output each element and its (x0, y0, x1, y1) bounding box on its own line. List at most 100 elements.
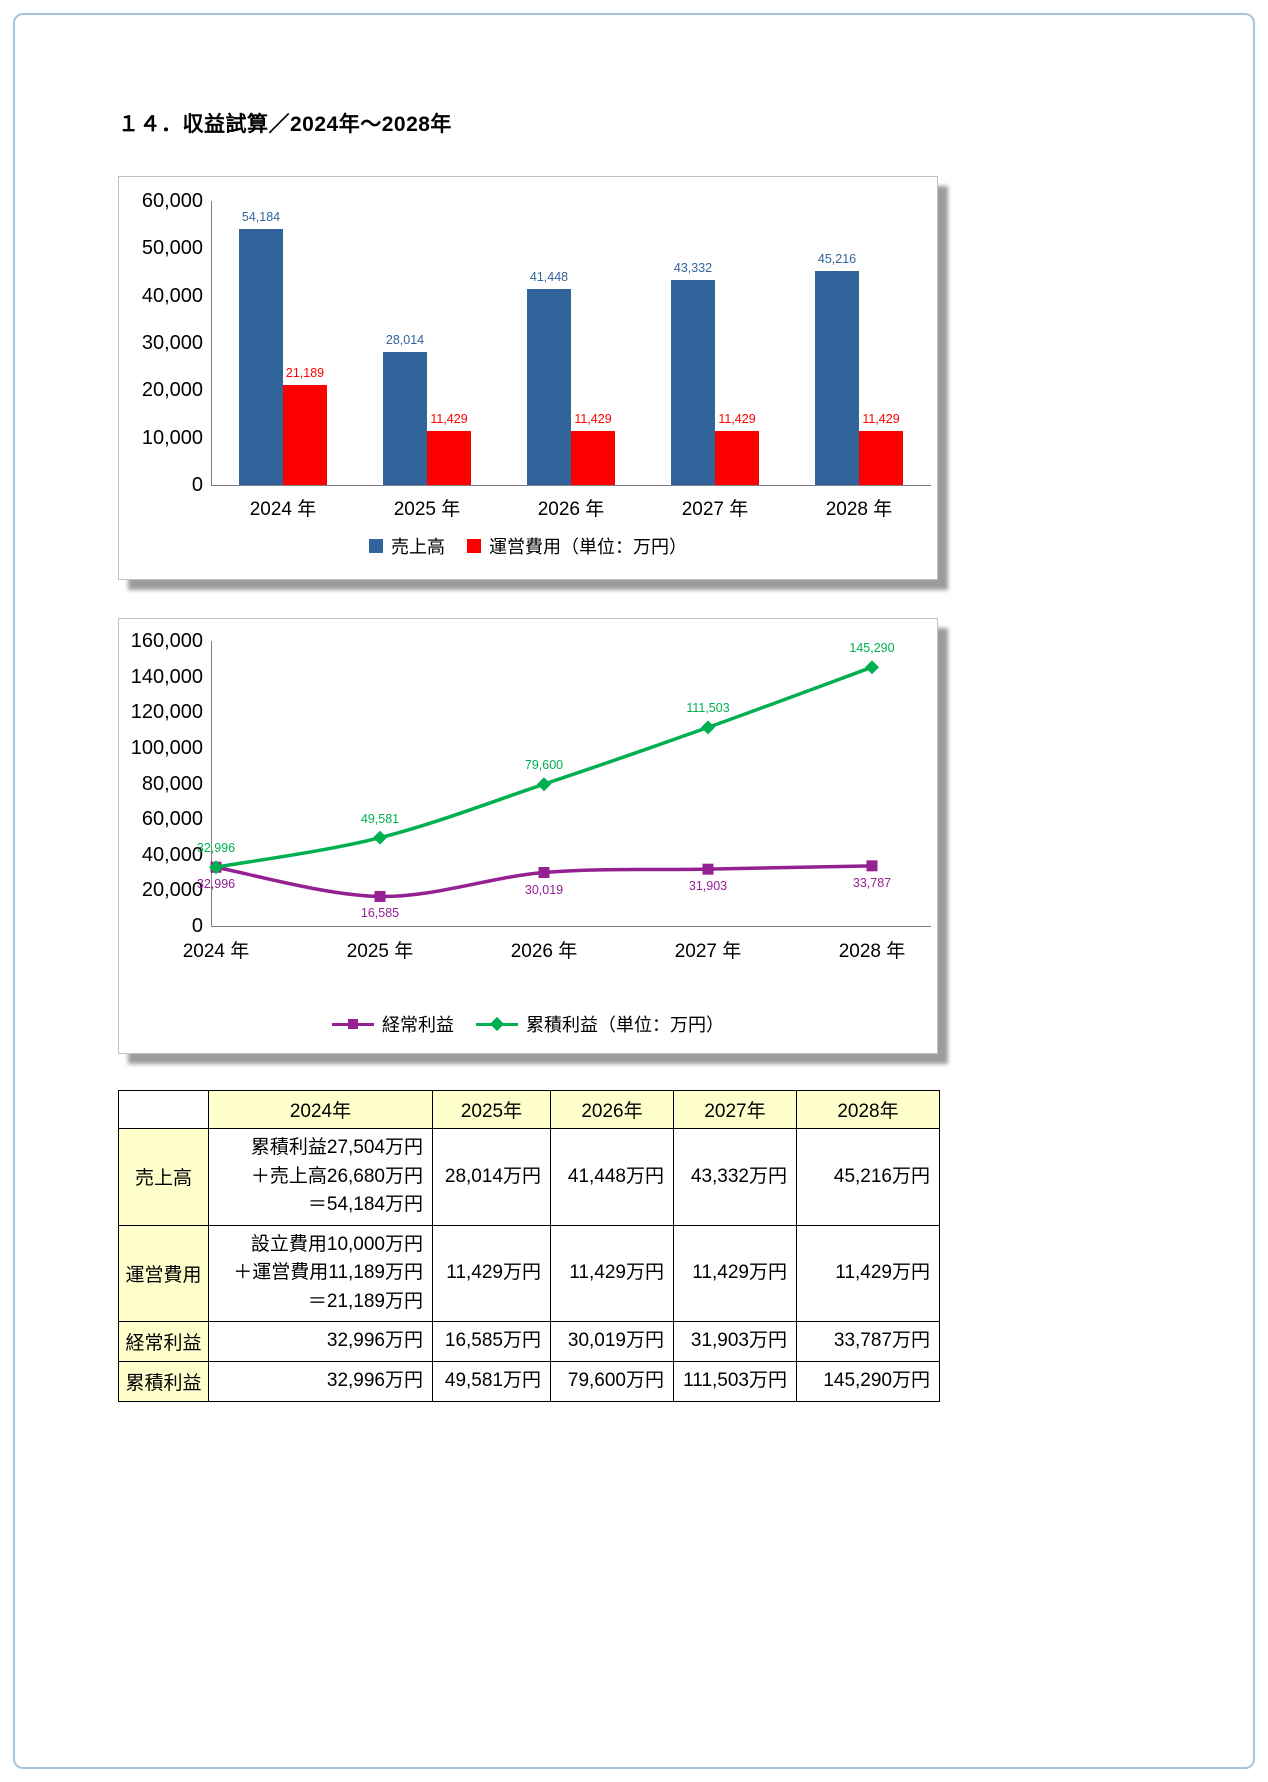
table-cell-line: 49,581万円 (444, 1370, 541, 1392)
table-cell-line: ＋売上高26,680万円 (250, 1165, 423, 1187)
table-cell: 33,787万円 (796, 1321, 940, 1362)
diamond-marker-icon (701, 720, 715, 735)
line-value-label: 32,996 (196, 877, 236, 892)
legend-label: 売上高 (391, 537, 445, 557)
diamond-marker-icon (373, 830, 387, 845)
table-cell: 11,429万円 (673, 1224, 797, 1322)
table-cell-line: 32,996万円 (326, 1370, 423, 1392)
x-axis-label: 2026 年 (537, 499, 605, 520)
sales-bar (815, 270, 859, 485)
table-cell: 11,429万円 (796, 1224, 940, 1322)
table-cell-line: 11,429万円 (835, 1262, 930, 1283)
bar-value-label: 21,189 (285, 365, 325, 380)
square-marker-icon (538, 867, 550, 879)
legend-line-icon (476, 1016, 518, 1032)
legend-item: 累積利益（単位：万円） (476, 1011, 724, 1037)
expense-bar (859, 430, 903, 485)
line-chart-plot: 0 20,000 40,000 60,000 80,000 100,000 120,000 1… (119, 619, 937, 1053)
bar-value-label: 11,429 (718, 411, 756, 426)
table-cell: 32,996万円 (208, 1321, 433, 1362)
table-cell-line: 30,019万円 (567, 1330, 664, 1352)
diamond-marker-icon (209, 860, 223, 875)
table-cell-line: ＝21,189万円 (307, 1290, 423, 1312)
y-axis-label: 100,000 (130, 736, 203, 759)
table-year-header: 2026年 (550, 1090, 674, 1129)
line-chart-legend: 経常利益 累積利益（単位：万円） (119, 1011, 937, 1037)
expense-bar (571, 430, 615, 485)
bar-value-label: 54,184 (241, 209, 281, 224)
y-axis-label: 120,000 (130, 701, 203, 724)
line-value-label: 32,996 (196, 841, 236, 856)
x-axis-label: 2028 年 (825, 499, 893, 520)
table-cell: 41,448万円 (550, 1128, 674, 1226)
x-axis-label: 2024 年 (182, 941, 250, 962)
sales-bar (239, 228, 283, 485)
line-value-label: 31,903 (688, 879, 728, 894)
bar-value-label: 41,448 (529, 269, 569, 284)
y-axis-label: 0 (191, 474, 203, 496)
square-marker-icon (374, 890, 386, 902)
table-cell-line: 79,600万円 (567, 1370, 664, 1392)
table-row: 運営費用 設立費用10,000万円 ＋運営費用11,189万円 ＝21,189万円 11… (118, 1224, 940, 1322)
x-axis-label: 2025 年 (346, 941, 414, 962)
legend-line-icon (332, 1019, 374, 1029)
table-cell-line: 累積利益27,504万円 (250, 1137, 423, 1158)
legend-diamond-icon (489, 1016, 505, 1032)
table-cell-line: 11,429万円 (692, 1262, 787, 1283)
diamond-marker-icon (537, 777, 551, 792)
x-axis-line (211, 926, 931, 927)
table-cell: 28,014万円 (432, 1128, 551, 1226)
line-value-label: 145,290 (849, 641, 895, 656)
legend-item: 運営費用（単位：万円） (467, 533, 687, 559)
bar-value-label: 45,216 (817, 251, 857, 266)
table-cell: 11,429万円 (550, 1224, 674, 1322)
expense-bar (715, 430, 759, 485)
table-cell: 45,216万円 (796, 1128, 940, 1226)
table-cell: 累積利益27,504万円 ＋売上高26,680万円 ＝54,184万円 (208, 1128, 433, 1226)
y-axis-label: 0 (191, 915, 203, 937)
legend-swatch-icon (467, 539, 481, 553)
table-cell: 145,290万円 (796, 1361, 940, 1402)
y-axis-label: 60,000 (141, 190, 203, 212)
bar-chart-legend: 売上高 運営費用（単位：万円） (119, 533, 937, 559)
square-marker-icon (702, 863, 714, 875)
table-cell-line: 145,290万円 (823, 1370, 930, 1392)
y-axis-label: 10,000 (141, 426, 203, 449)
table-row-header: 累積利益 (118, 1361, 209, 1402)
table-year-header: 2025年 (432, 1090, 551, 1129)
table-cell: 49,581万円 (432, 1361, 551, 1402)
sales-bar (671, 279, 715, 485)
table-row: 売上高 累積利益27,504万円 ＋売上高26,680万円 ＝54,184万円 28,0… (118, 1128, 940, 1226)
y-axis-label: 50,000 (141, 237, 203, 260)
line-chart: 0 20,000 40,000 60,000 80,000 100,000 120,000 1… (118, 618, 938, 1054)
bar-value-label: 28,014 (385, 333, 425, 348)
table-cell-line: 32,996万円 (326, 1330, 423, 1352)
square-marker-icon (866, 860, 878, 872)
table-corner-cell (118, 1090, 209, 1129)
legend-item: 売上高 (369, 533, 445, 559)
table-cell-line: 33,787万円 (833, 1330, 930, 1352)
y-axis-label: 40,000 (141, 843, 203, 866)
table-cell: 30,019万円 (550, 1321, 674, 1362)
table-cell: 79,600万円 (550, 1361, 674, 1402)
table-cell: 16,585万円 (432, 1321, 551, 1362)
table-row: 経常利益 32,996万円 16,585万円 30,019万円 31,903万円 33,7… (118, 1321, 940, 1362)
table-cell: 43,332万円 (673, 1128, 797, 1226)
line-value-label: 33,787 (852, 875, 892, 890)
bar-value-label: 11,429 (862, 411, 900, 426)
y-axis-label: 60,000 (141, 808, 203, 831)
sales-bar (527, 288, 571, 485)
table-cell-line: 111,503万円 (683, 1370, 787, 1392)
x-axis-label: 2028 年 (838, 941, 906, 962)
table-cell-line: 41,448万円 (567, 1165, 664, 1187)
expense-bar (283, 384, 327, 485)
table-cell-line: 11,429万円 (446, 1262, 541, 1283)
table-cell-line: 28,014万円 (444, 1165, 541, 1187)
line-value-label: 30,019 (524, 882, 564, 897)
table-header-row: 2024年 2025年 2026年 2027年 2028年 (118, 1090, 940, 1129)
x-axis-label: 2027 年 (681, 499, 749, 520)
table-cell-line: 43,332万円 (690, 1165, 787, 1187)
legend-label: 運営費用（単位：万円） (489, 537, 687, 557)
page-title: １４．収益試算／2024年～2028年 (118, 113, 452, 136)
table-year-header: 2027年 (673, 1090, 797, 1129)
